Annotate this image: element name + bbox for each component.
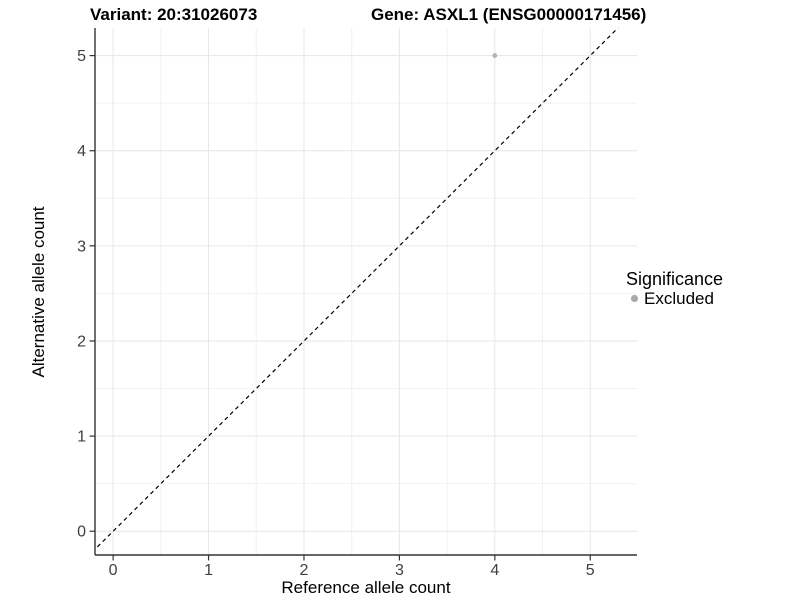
- legend-label-excluded: Excluded: [644, 289, 714, 308]
- y-tick-label: 5: [77, 48, 86, 65]
- legend-marker-excluded-icon: [630, 294, 639, 303]
- x-tick-label: 0: [109, 562, 118, 579]
- y-tick-label: 2: [77, 333, 86, 350]
- plot-title-variant: Variant: 20:31026073: [90, 5, 257, 24]
- x-tick-label: 3: [395, 562, 404, 579]
- y-tick-label: 4: [77, 143, 86, 160]
- y-tick-label: 0: [77, 524, 86, 541]
- legend: Significance Excluded: [626, 269, 723, 308]
- y-tick-label: 3: [77, 238, 86, 255]
- y-axis-title: Alternative allele count: [29, 206, 48, 377]
- y-tick-label: 1: [77, 429, 86, 446]
- x-tick-label: 5: [586, 562, 595, 579]
- plot-layers: 0 1 2 3 4 5 0 1 2 3 4 5: [77, 28, 637, 579]
- x-axis-title: Reference allele count: [281, 578, 450, 597]
- x-tick-label: 1: [204, 562, 213, 579]
- legend-title: Significance: [626, 269, 723, 289]
- plot-title-gene: Gene: ASXL1 (ENSG00000171456): [371, 5, 646, 24]
- x-tick-label: 4: [490, 562, 499, 579]
- x-tick-label: 2: [300, 562, 309, 579]
- data-point: [492, 53, 498, 58]
